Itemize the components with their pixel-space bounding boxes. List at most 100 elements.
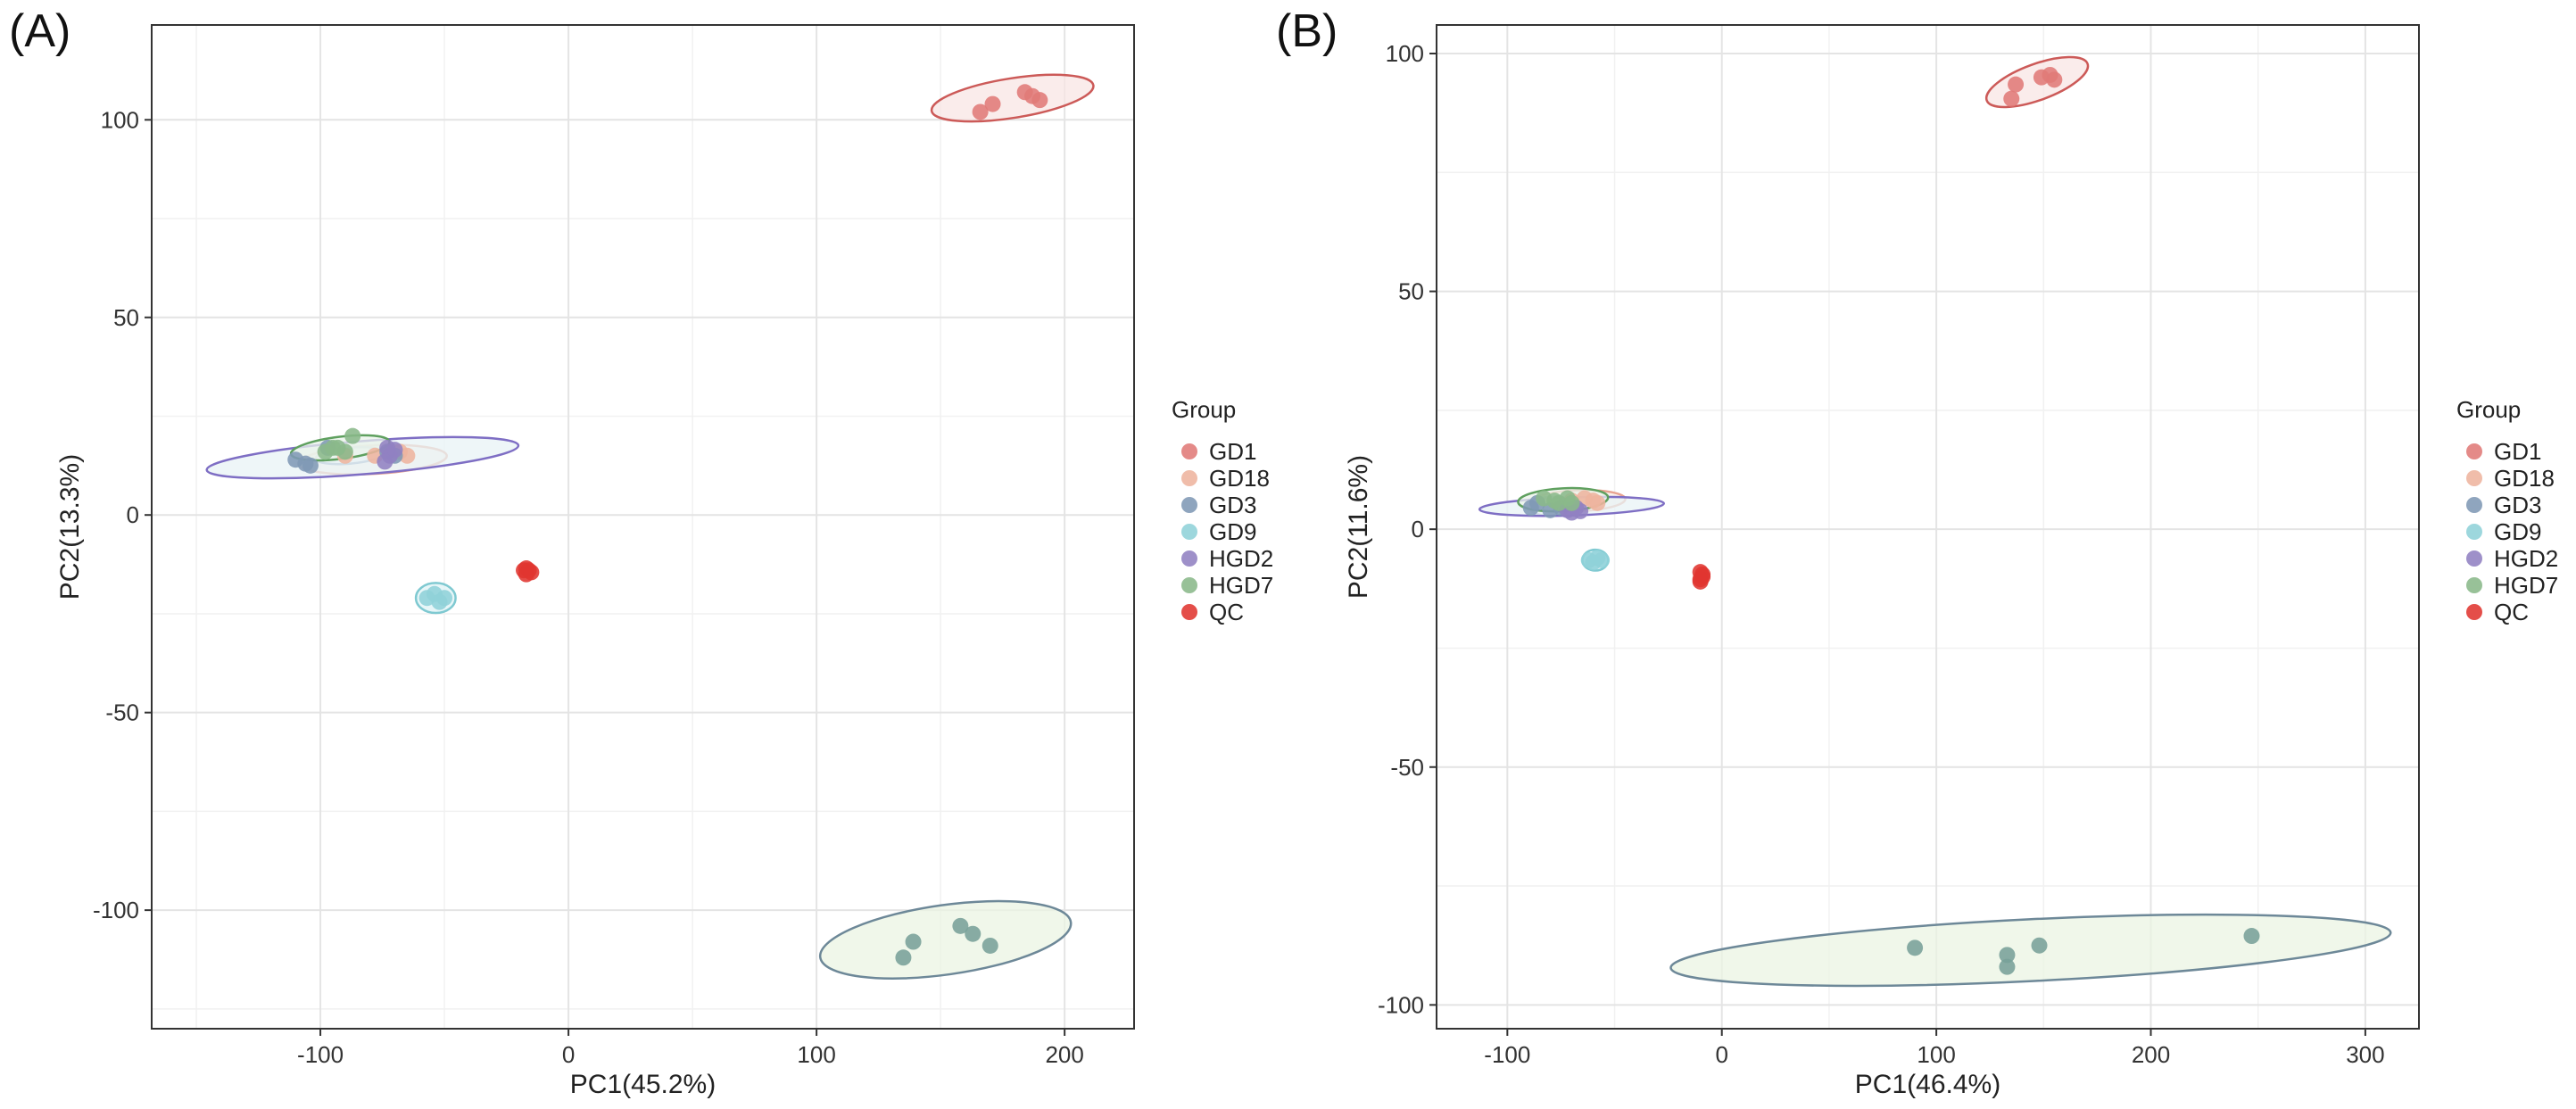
panel-b-plot-frame (1436, 24, 2420, 1030)
panel-a-x-axis-title: PC1(45.2%) (570, 1070, 716, 1099)
panel-b-point-gd1 (2003, 90, 2020, 107)
panel-a-legend-swatch-gd18 (1181, 470, 1197, 486)
panel-a-point-sample-ungrouped (952, 917, 969, 934)
panel-a-y-tick-label: -50 (105, 699, 139, 726)
panel-b-legend-swatch-gd9 (2466, 524, 2482, 540)
panel-a-point-gd9 (436, 590, 453, 607)
panel-b-x-tick-label: 0 (1715, 1041, 1727, 1068)
panel-a-point-sample-ungrouped (982, 937, 998, 954)
panel-a-legend-label-qc: QC (1209, 599, 1244, 625)
panel-a-legend-swatch-gd1 (1181, 443, 1197, 459)
panel-a-point-sample-ungrouped (895, 949, 912, 966)
panel-a-legend-label-hgd7: HGD7 (1209, 572, 1273, 599)
panel-a-points (287, 84, 1048, 966)
panel-b-x-ticks: -100 0 100 200 300 (1484, 1029, 2385, 1068)
panel-a-y-ticks: -100 -50 0 50 100 (93, 106, 152, 923)
panel-b-legend-swatch-hgd7 (2466, 577, 2482, 593)
panel-b-grid (1437, 25, 2419, 1029)
panel-a-ellipse-gd1 (930, 73, 1095, 123)
panel-b-x-axis-title: PC1(46.4%) (1855, 1070, 2000, 1099)
panel-b-ellipse-sample-ungrouped (1669, 913, 2392, 988)
panel-b-point-sample-ungrouped (2031, 937, 2048, 954)
panel-a: (A) -100 0 100 200 -100 -50 0 50 100 PC1(45.2%)… (9, 5, 1273, 1099)
panel-a-ellipse-sample-ungrouped (818, 899, 1073, 980)
panel-b-legend-swatch-qc (2466, 604, 2482, 620)
panel-b-point-gd1 (2008, 76, 2025, 93)
panel-b: (B) -100 0 100 200 300 -100 -50 0 50 100 PC1(46.… (1276, 5, 2558, 1099)
panel-a-x-ticks: -100 0 100 200 (297, 1029, 1084, 1068)
panel-a-point-hgd7 (344, 427, 361, 444)
panel-b-legend-label-gd18: GD18 (2494, 465, 2555, 492)
panel-a-legend-label-gd3: GD3 (1209, 492, 1256, 518)
panel-a-y-tick-label: 100 (101, 106, 139, 133)
panel-b-legend-swatch-hgd2 (2466, 550, 2482, 567)
panel-a-legend-swatch-qc (1181, 604, 1197, 620)
panel-a-point-hgd2 (386, 442, 403, 459)
panel-a-legend-label-gd1: GD1 (1209, 438, 1256, 465)
panel-a-legend-label-gd9: GD9 (1209, 518, 1256, 545)
panel-b-point-sample-ungrouped (1999, 958, 2016, 975)
panel-a-plot-frame (151, 24, 1135, 1030)
panel-b-y-tick-label: 50 (1398, 278, 1424, 305)
panel-b-legend-label-gd3: GD3 (2494, 492, 2541, 518)
panel-b-x-tick-label: 100 (1917, 1041, 1955, 1068)
panel-a-point-gd18 (399, 447, 416, 464)
panel-b-y-axis-title: PC2(11.6%) (1344, 455, 1373, 599)
panel-b-x-tick-label: -100 (1484, 1041, 1530, 1068)
panel-b-point-hgd7 (1563, 494, 1580, 511)
panel-a-point-hgd2 (377, 453, 393, 470)
panel-b-y-tick-label: -50 (1390, 754, 1424, 781)
panel-b-point-gd18 (1589, 494, 1606, 511)
panel-b-y-tick-label: 0 (1412, 516, 1424, 542)
panel-a-label: (A) (9, 5, 70, 57)
panel-a-x-tick-label: -100 (297, 1041, 344, 1068)
panel-b-legend-label-qc: QC (2494, 599, 2529, 625)
panel-a-point-gd3 (302, 457, 319, 474)
panel-a-legend-swatch-hgd2 (1181, 550, 1197, 567)
panel-a-x-tick-label: 200 (1045, 1041, 1083, 1068)
panel-b-legend-label-gd9: GD9 (2494, 518, 2541, 545)
panel-b-x-tick-label: 200 (2132, 1041, 2170, 1068)
panel-a-grid (152, 25, 1134, 1029)
panel-a-point-gd1 (1031, 92, 1048, 109)
panel-b-y-tick-label: 100 (1386, 40, 1424, 67)
panel-b-legend-title: Group (2456, 396, 2521, 423)
panel-b-legend-swatch-gd3 (2466, 497, 2482, 513)
panel-a-x-tick-label: 100 (797, 1041, 835, 1068)
panel-b-point-gd9 (1594, 551, 1611, 568)
panel-b-points (1522, 66, 2260, 975)
panel-b-legend-label-gd1: GD1 (2494, 438, 2541, 465)
panel-a-point-sample-ungrouped (905, 933, 922, 950)
panel-a-legend-swatch-gd3 (1181, 497, 1197, 513)
panel-b-point-sample-ungrouped (2243, 928, 2260, 945)
panel-a-legend-title: Group (1172, 396, 1236, 423)
panel-a-y-tick-label: 0 (127, 501, 139, 528)
panel-a-point-gd1 (972, 103, 989, 120)
panel-a-point-sample-ungrouped (965, 925, 982, 942)
panel-b-label: (B) (1276, 5, 1338, 57)
panel-a-ellipses (205, 73, 1095, 980)
panel-a-legend-label-gd18: GD18 (1209, 465, 1270, 492)
panel-b-point-qc (1692, 571, 1709, 588)
panel-b-y-tick-label: -100 (1378, 991, 1424, 1018)
panel-a-point-qc (523, 564, 540, 581)
panel-a-y-axis-title: PC2(13.3%) (55, 454, 85, 600)
panel-b-legend-swatch-gd18 (2466, 470, 2482, 486)
panel-b-x-tick-label: 300 (2346, 1041, 2384, 1068)
panel-b-y-ticks: -100 -50 0 50 100 (1378, 40, 1437, 1018)
panel-a-y-tick-label: -100 (93, 897, 139, 923)
panel-b-legend-label-hgd2: HGD2 (2494, 545, 2558, 572)
panel-b-point-sample-ungrouped (1999, 947, 2016, 964)
panel-a-legend-swatch-hgd7 (1181, 577, 1197, 593)
panel-b-point-sample-ungrouped (1907, 939, 1924, 956)
panel-b-point-gd1 (2046, 71, 2063, 88)
panel-a-x-tick-label: 0 (562, 1041, 575, 1068)
panel-a-legend-swatch-gd9 (1181, 524, 1197, 540)
panel-a-y-tick-label: 50 (113, 304, 139, 331)
panel-a-point-gd1 (984, 95, 1001, 112)
panel-a-point-hgd7 (329, 439, 346, 456)
panel-b-legend-label-hgd7: HGD7 (2494, 572, 2558, 599)
panel-a-legend-label-hgd2: HGD2 (1209, 545, 1273, 572)
